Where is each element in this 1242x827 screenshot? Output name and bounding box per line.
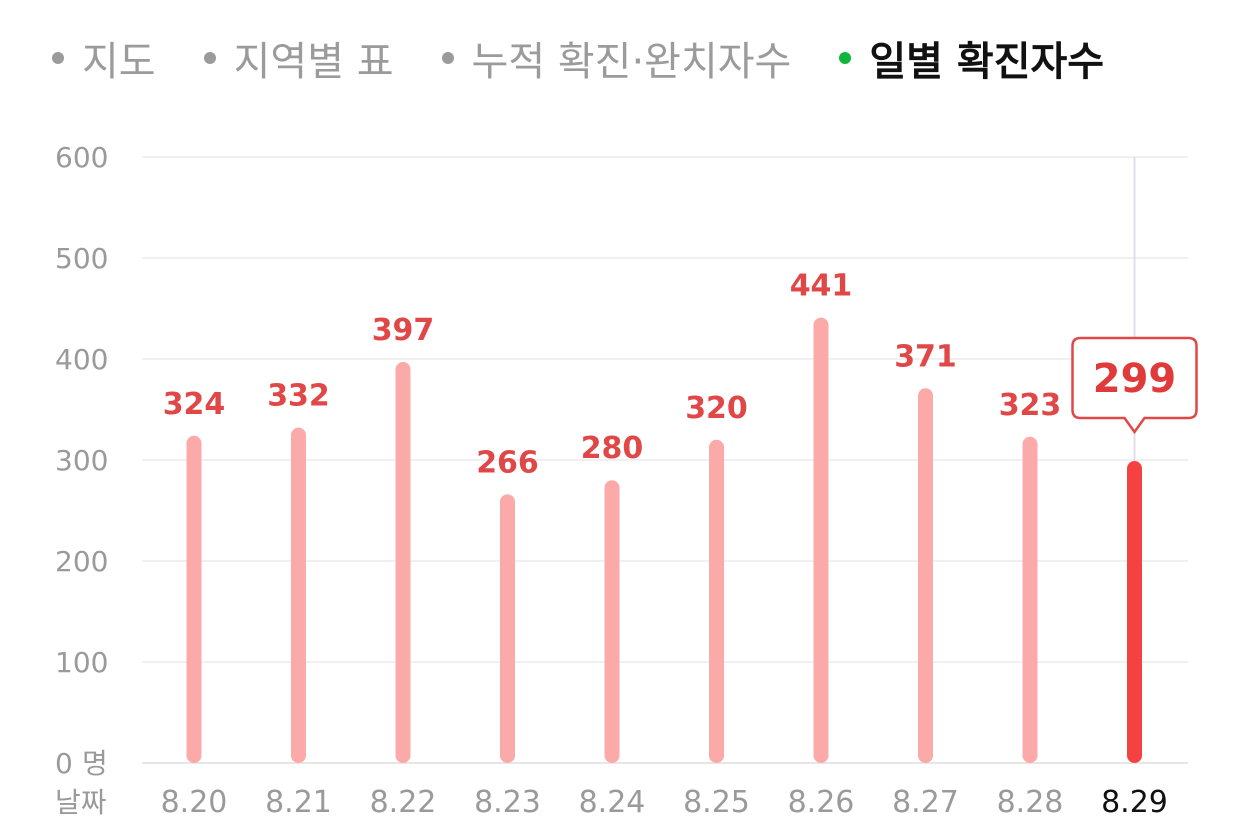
tab-bullet-icon <box>441 52 454 64</box>
selected-value-callout <box>1071 336 1198 435</box>
y-tick-label: 300 <box>55 444 108 477</box>
view-tabs: 지도 지역별 표 누적 확진·완치자수 일별 확진자수 <box>52 28 1152 88</box>
bar[interactable] <box>395 362 411 763</box>
bar[interactable] <box>813 317 829 763</box>
bar[interactable] <box>918 388 933 763</box>
tab-label: 지도 <box>82 39 156 85</box>
bar[interactable] <box>186 435 202 763</box>
x-tick-label: 8.24 <box>579 785 646 820</box>
x-tick-label: 8.21 <box>265 785 332 820</box>
y-tick-label: 500 <box>55 242 108 275</box>
x-tick-label: 8.25 <box>683 785 750 820</box>
tab-map[interactable]: 지도 <box>52 29 156 87</box>
selected-value-label: 299 <box>1093 356 1177 402</box>
x-tick-label: 8.29 <box>1101 785 1168 820</box>
bar-value-label: 266 <box>476 445 539 480</box>
bar-value-label: 332 <box>267 379 330 414</box>
tab-region-table[interactable]: 지역별 표 <box>203 29 394 87</box>
bar[interactable] <box>604 480 620 763</box>
y-tick-label: 600 <box>55 141 108 174</box>
bar-value-label: 320 <box>685 391 748 426</box>
bar-value-label: 324 <box>163 387 226 422</box>
bar-value-label: 323 <box>999 388 1062 423</box>
x-tick-label: 8.27 <box>892 785 959 820</box>
tab-label: 일별 확진자수 <box>869 39 1105 85</box>
tab-bullet-icon <box>839 52 852 64</box>
bar-value-label: 441 <box>790 269 853 304</box>
tab-label: 누적 확진·완치자수 <box>471 39 792 85</box>
y-tick-label: 0 <box>55 747 73 780</box>
x-axis-label: 날짜 <box>55 786 107 819</box>
x-tick-label: 8.23 <box>474 785 541 820</box>
tab-label: 지역별 표 <box>233 39 394 85</box>
y-tick-label: 400 <box>55 343 108 376</box>
tab-daily-confirmed[interactable]: 일별 확진자수 <box>839 29 1104 87</box>
y-axis-unit-label: 명 <box>82 747 108 780</box>
x-tick-label: 8.26 <box>788 785 855 820</box>
x-tick-label: 8.22 <box>370 785 437 820</box>
tab-bullet-icon <box>203 52 216 64</box>
bar[interactable] <box>291 427 306 763</box>
bar-value-label: 371 <box>894 339 957 374</box>
y-tick-label: 200 <box>55 545 108 578</box>
bar[interactable] <box>1022 436 1038 763</box>
tab-cumulative[interactable]: 누적 확진·완치자수 <box>441 29 792 87</box>
tab-bullet-icon <box>52 52 64 64</box>
selected-bar[interactable] <box>1127 461 1142 763</box>
x-tick-label: 8.20 <box>161 785 228 820</box>
bar[interactable] <box>709 439 724 763</box>
bar[interactable] <box>500 494 515 763</box>
bar-value-label: 397 <box>372 313 435 348</box>
x-tick-label: 8.28 <box>997 785 1064 820</box>
bar-value-label: 280 <box>581 431 644 466</box>
y-tick-label: 100 <box>55 646 108 679</box>
